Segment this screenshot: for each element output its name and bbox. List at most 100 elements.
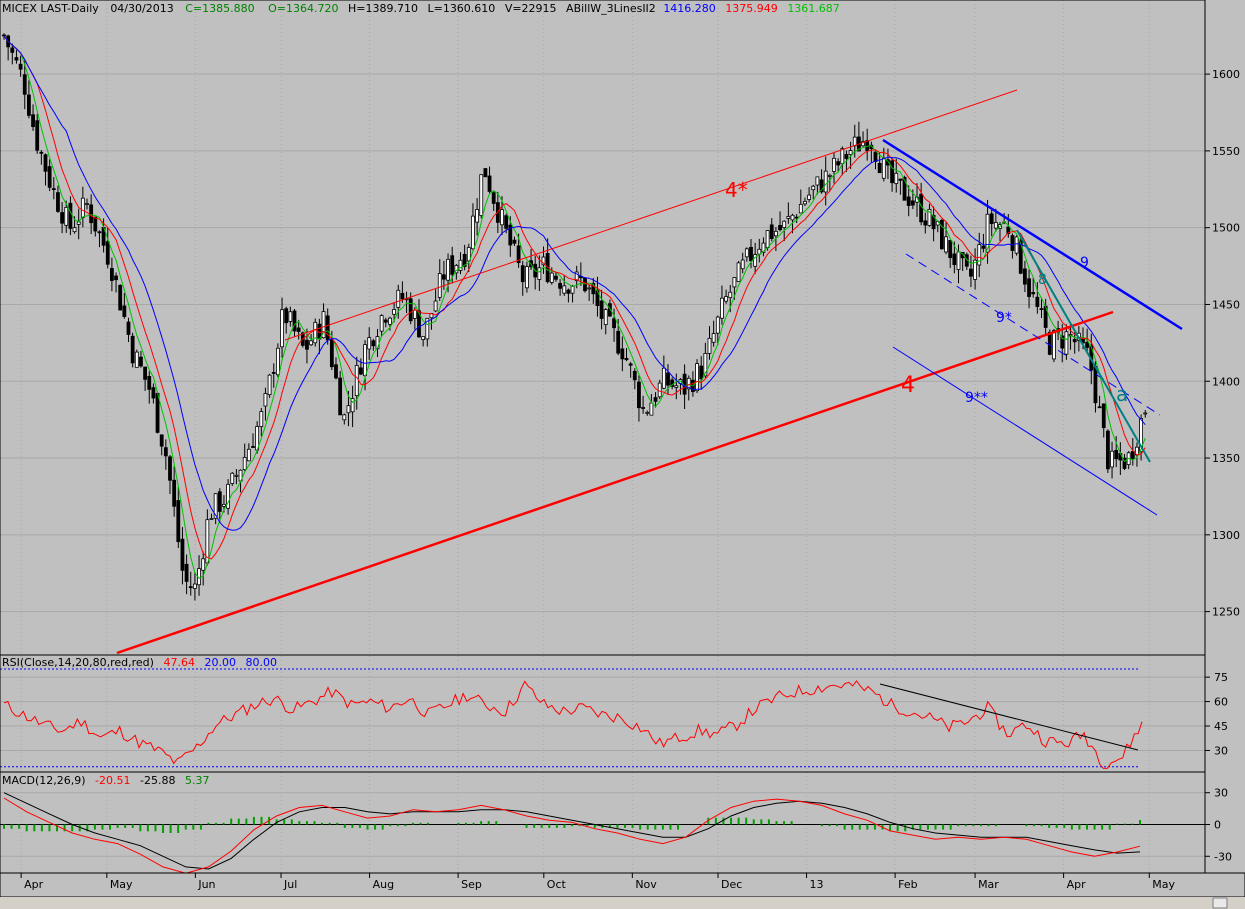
candle-body	[728, 291, 733, 299]
candle-body	[441, 274, 446, 280]
month-label: Apr	[1067, 878, 1087, 891]
candle-body	[176, 500, 181, 543]
candle-body	[471, 215, 475, 250]
ma-red-line	[3, 35, 1146, 560]
rsi-name: RSI(Close,14,20,80,red,red)	[2, 656, 154, 669]
candle-body	[886, 159, 890, 166]
trend-annotation: 9**	[965, 390, 988, 406]
candle-body	[782, 220, 787, 228]
candle-body	[275, 347, 280, 376]
month-label: Mar	[978, 878, 999, 891]
candle-body	[159, 434, 164, 447]
candle-body	[342, 414, 347, 421]
candle-body	[1114, 449, 1119, 460]
candle-body	[740, 259, 745, 270]
candle-body	[852, 136, 857, 147]
month-label: Feb	[898, 878, 917, 891]
candle-body	[844, 154, 849, 159]
trend-lower-red	[116, 310, 1114, 655]
month-label: Jul	[283, 878, 297, 891]
candle-body	[143, 366, 148, 380]
candle-body	[890, 160, 894, 184]
macd-signal: -25.88	[140, 774, 175, 787]
candle-body	[450, 255, 455, 275]
price-tick-label: 1450	[1212, 298, 1240, 311]
candle-body	[840, 148, 845, 165]
candle-body	[475, 209, 480, 223]
candle-body	[72, 227, 77, 233]
candle-body	[2, 34, 6, 37]
candle-body	[383, 319, 388, 323]
candle-body	[803, 201, 807, 205]
candle-body	[325, 315, 330, 341]
ma-blue-line	[3, 35, 1146, 531]
candle-body	[570, 285, 575, 294]
header-volume: V=22915	[505, 2, 557, 15]
candle-body	[823, 170, 828, 193]
candle-body	[1060, 335, 1065, 349]
header-low: L=1360.610	[427, 2, 495, 15]
candle-body	[566, 289, 571, 294]
macd-panel-frame	[0, 771, 1206, 874]
candle-body	[952, 253, 957, 266]
candle-body	[180, 538, 185, 571]
candle-body	[271, 372, 276, 374]
candle-body	[786, 216, 791, 219]
candle-body	[222, 503, 226, 507]
candle-body	[512, 239, 517, 244]
candle-body	[1106, 430, 1110, 470]
candle-body	[653, 397, 658, 402]
candle-body	[624, 358, 629, 361]
candle-body	[525, 266, 529, 289]
candle-body	[47, 166, 52, 188]
candle-body	[110, 268, 114, 281]
candle-body	[744, 248, 749, 258]
candle-body	[479, 174, 484, 216]
candle-body	[400, 292, 405, 300]
candle-body	[80, 197, 85, 218]
macd-panel: -30 0 30	[0, 787, 1232, 874]
candle-body	[516, 245, 521, 264]
trend-blue-9	[882, 138, 1183, 331]
candle-body	[923, 220, 928, 226]
candle-body	[1023, 268, 1027, 285]
candle-body	[798, 203, 803, 214]
header-open: O=1364.720	[268, 2, 338, 15]
candle-body	[732, 277, 737, 288]
header-date: 04/30/2013	[110, 2, 173, 15]
candle-body	[56, 192, 60, 212]
candle-body	[832, 157, 836, 172]
price-tick-label: 1550	[1212, 145, 1240, 158]
header-line-red: 1375.949	[725, 2, 778, 15]
candle-body	[76, 221, 81, 225]
candle-body	[944, 236, 948, 253]
candle-body	[749, 246, 753, 262]
candle-body	[703, 353, 708, 377]
header-high: H=1389.710	[348, 2, 418, 15]
candle-body	[574, 271, 579, 282]
candle-body	[26, 94, 31, 116]
candle-body	[354, 365, 359, 396]
candle-body	[321, 311, 326, 339]
candle-body	[309, 340, 314, 346]
candle-body	[226, 483, 231, 509]
candle-body	[263, 393, 268, 407]
rsi-tick-label: 45	[1214, 720, 1228, 733]
macd-tick-label: -30	[1214, 850, 1232, 863]
candle-body	[68, 202, 73, 229]
candle-body	[242, 457, 247, 470]
candle-body	[296, 327, 301, 332]
candle-body	[1010, 235, 1015, 251]
candle-body	[105, 241, 110, 265]
price-tick-label: 1300	[1212, 529, 1240, 542]
candle-body	[313, 321, 318, 344]
ma-green-line	[3, 35, 1146, 579]
candle-body	[711, 333, 716, 343]
candle-body	[562, 285, 567, 294]
rsi-tick-label: 30	[1214, 744, 1228, 757]
candle-body	[483, 168, 488, 178]
horizontal-scrollbar	[0, 897, 1245, 909]
candle-body	[641, 407, 645, 409]
